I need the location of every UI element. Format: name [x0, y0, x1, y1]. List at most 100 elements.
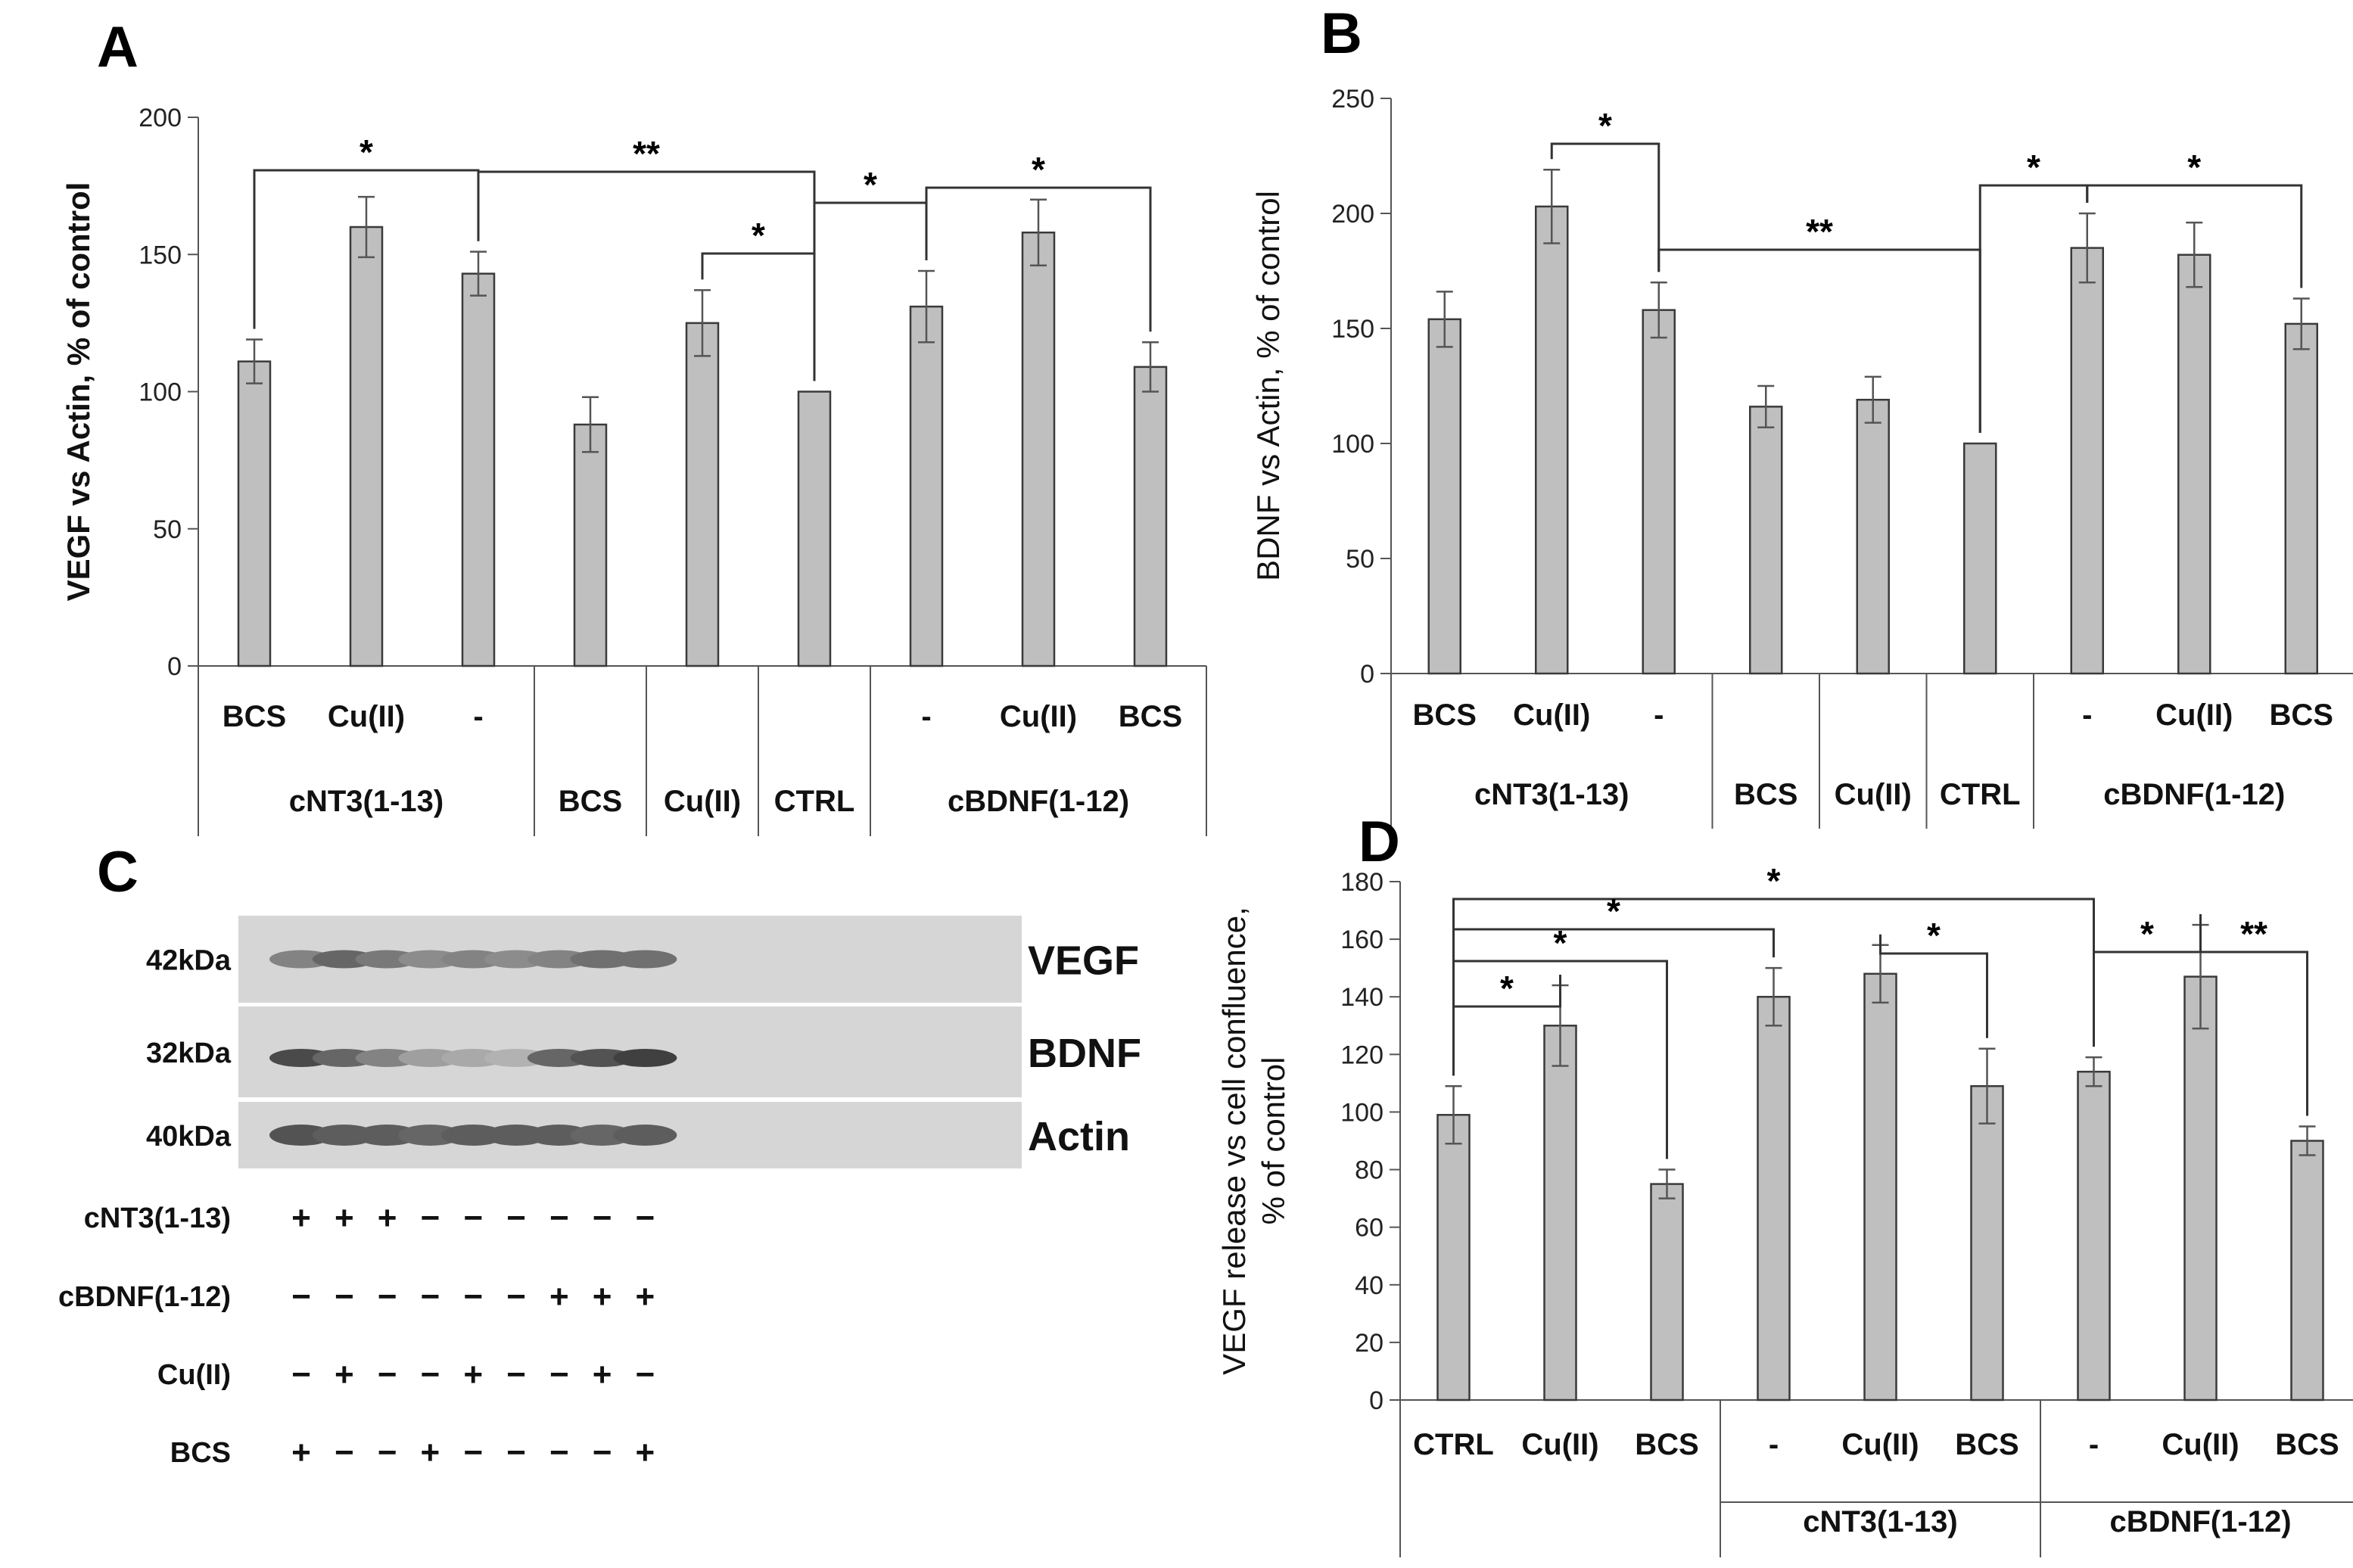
category-label: Cu(II)	[1521, 1428, 1598, 1461]
treatment-sign: −	[593, 1434, 612, 1471]
treatment-sign: −	[463, 1278, 483, 1315]
treatment-sign: −	[549, 1434, 569, 1471]
bar	[1642, 309, 1676, 675]
category-label: Cu(II)	[2155, 698, 2233, 732]
treatment-sign: −	[378, 1434, 397, 1471]
treatment-sign: −	[421, 1356, 440, 1393]
band-protein-label: BDNF	[1028, 1031, 1141, 1076]
category-label: Cu(II)	[1513, 698, 1590, 732]
band-protein-label: VEGF	[1028, 938, 1139, 984]
y-tick-label: 80	[1355, 1156, 1383, 1185]
significance-label: *	[1927, 916, 1941, 955]
bar	[2183, 975, 2218, 1402]
bar	[909, 305, 944, 667]
significance-bracket	[2086, 184, 2303, 288]
bar	[1021, 232, 1056, 667]
category-label: -	[921, 700, 931, 733]
significance-bracket	[477, 170, 816, 381]
bar	[1543, 1025, 1577, 1402]
significance-label: *	[1032, 150, 1045, 189]
y-axis-label: VEGF release vs cell confluence,	[1216, 907, 1252, 1375]
treatment-sign: +	[291, 1434, 311, 1471]
category-label: BCS	[1635, 1428, 1698, 1461]
y-tick-label: 0	[167, 652, 182, 681]
y-tick-label: 60	[1355, 1214, 1383, 1243]
category-label: BCS	[2270, 698, 2333, 732]
group-label: Cu(II)	[664, 785, 741, 818]
treatment-sign: −	[636, 1356, 655, 1393]
y-tick-label: 120	[1340, 1041, 1383, 1069]
treatment-label: cNT3(1-13)	[84, 1202, 231, 1234]
bar	[461, 272, 496, 667]
category-label: BCS	[1413, 698, 1477, 732]
bar	[1970, 1084, 2004, 1402]
treatment-sign: −	[335, 1278, 354, 1315]
y-axis-label: BDNF vs Actin, % of control	[1250, 191, 1286, 581]
treatment-sign: +	[636, 1434, 655, 1471]
treatment-sign: −	[506, 1434, 526, 1471]
category-label: -	[473, 700, 483, 733]
treatment-sign: −	[421, 1199, 440, 1237]
treatment-sign: +	[593, 1356, 612, 1393]
group-label: cBDNF(1-12)	[2103, 778, 2285, 811]
category-label: BCS	[223, 700, 286, 733]
panel-letter: A	[97, 15, 139, 79]
treatment-sign: +	[463, 1356, 483, 1393]
significance-label: *	[1767, 861, 1781, 901]
category-label: -	[1654, 698, 1664, 732]
y-tick-label: 100	[139, 378, 182, 407]
y-tick-label: 20	[1355, 1329, 1383, 1358]
y-tick-label: 150	[1331, 315, 1374, 344]
significance-label: **	[2240, 914, 2267, 954]
y-tick-label: 200	[1331, 200, 1374, 229]
category-label: -	[2089, 1428, 2099, 1461]
chart-panel-b: B 0 50 100 150 200 250 BDNF vs Actin, % of cont…	[1250, 2, 2353, 829]
treatment-label: cBDNF(1-12)	[58, 1281, 231, 1313]
y-tick-label: 0	[1369, 1386, 1383, 1415]
significance-bracket	[925, 186, 1152, 332]
treatment-sign: −	[593, 1199, 612, 1237]
treatment-sign: −	[421, 1278, 440, 1315]
treatment-sign: +	[636, 1278, 655, 1315]
significance-label: **	[1806, 212, 1833, 251]
treatment-sign: +	[549, 1278, 569, 1315]
significance-label: *	[2027, 148, 2040, 187]
y-tick-label: 180	[1340, 868, 1383, 897]
treatment-sign: −	[463, 1434, 483, 1471]
treatment-sign: −	[506, 1356, 526, 1393]
category-label: BCS	[2275, 1428, 2339, 1461]
y-tick-label: 50	[153, 515, 182, 544]
treatment-sign: −	[549, 1199, 569, 1237]
y-tick-label: 0	[1360, 660, 1374, 689]
chart-panel-a: A 0 50 100 150 200 VEGF vs Actin, % of control…	[61, 15, 1207, 836]
bar	[573, 423, 608, 667]
chart-panel-d: D 0 20 40 60 80 100 120 140 160 180 VEGF release vs…	[1216, 810, 2353, 1557]
y-axis-label: VEGF vs Actin, % of control	[61, 182, 96, 602]
bar	[1963, 442, 1997, 675]
group-label: cBDNF(1-12)	[2109, 1505, 2291, 1538]
treatment-label: Cu(II)	[157, 1359, 231, 1391]
bar	[1863, 972, 1897, 1402]
significance-label: *	[1607, 891, 1620, 931]
panel-letter: C	[97, 840, 139, 904]
panel-letter: D	[1359, 810, 1400, 874]
bar	[1427, 318, 1461, 675]
band-size-label: 32kDa	[146, 1038, 232, 1069]
y-tick-label: 100	[1331, 430, 1374, 459]
treatment-sign: −	[506, 1199, 526, 1237]
bar	[1535, 205, 1569, 675]
treatment-sign: +	[291, 1199, 311, 1237]
significance-bracket	[1550, 142, 1660, 272]
blot-band	[613, 1125, 677, 1146]
bar	[237, 360, 272, 667]
bar	[1856, 398, 1890, 675]
bar	[2070, 247, 2104, 675]
panel-letter: B	[1321, 2, 1362, 66]
band-size-label: 40kDa	[146, 1121, 232, 1153]
category-label: Cu(II)	[1000, 700, 1077, 733]
treatment-sign: +	[335, 1356, 354, 1393]
y-tick-label: 200	[139, 104, 182, 132]
y-axis-label: % of control	[1256, 1057, 1291, 1225]
significance-bracket	[1452, 975, 1561, 1076]
blot-band	[613, 950, 677, 969]
